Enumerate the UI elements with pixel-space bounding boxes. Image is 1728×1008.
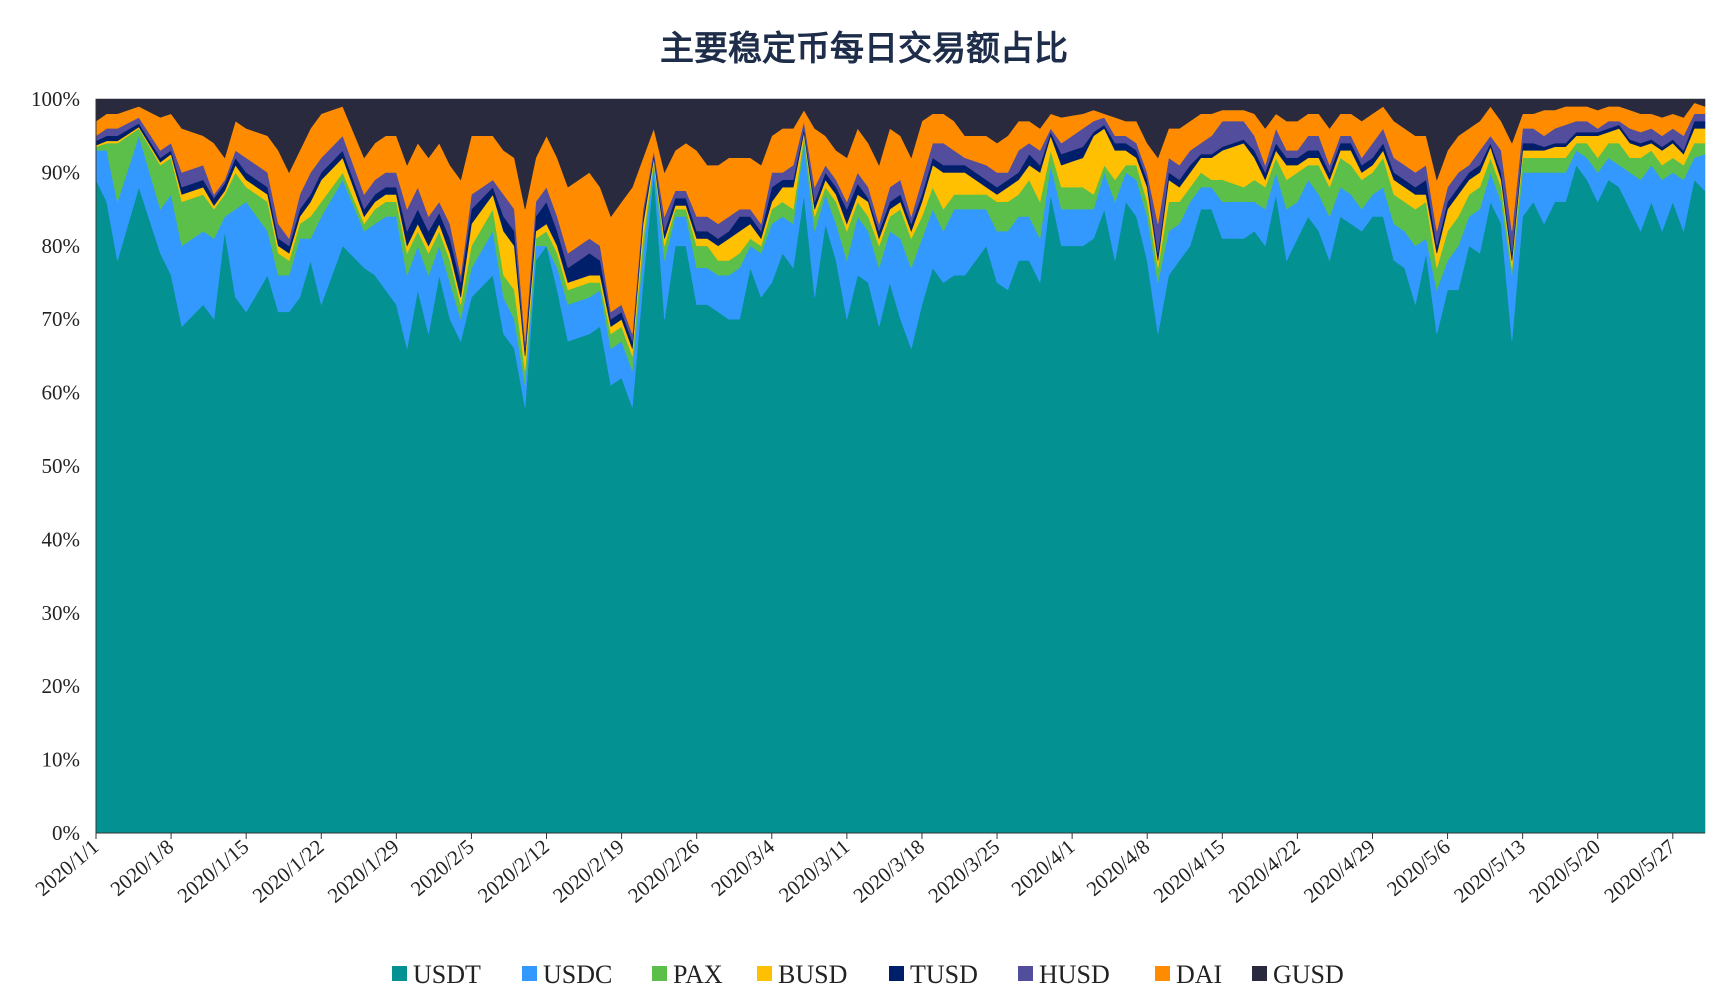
x-tick-label: 2020/1/22 (248, 834, 329, 907)
legend-swatch (1252, 966, 1267, 981)
legend-swatch (392, 966, 407, 981)
y-tick-label: 50% (42, 454, 81, 478)
legend-item-busd: BUSD (757, 960, 847, 989)
x-tick-label: 2020/5/13 (1449, 834, 1530, 907)
x-tick-label: 2020/1/15 (173, 834, 254, 907)
x-tick-label: 2020/4/15 (1149, 834, 1230, 907)
y-tick-label: 70% (42, 307, 81, 331)
legend-swatch (652, 966, 667, 981)
legend-item-usdt: USDT (392, 960, 481, 989)
legend-swatch (1155, 966, 1170, 981)
chart-title: 主要稳定币每日交易额占比 (660, 29, 1068, 69)
legend-label: BUSD (778, 960, 847, 989)
x-tick-label: 2020/5/20 (1524, 834, 1605, 907)
legend-label: USDT (413, 960, 481, 989)
legend-item-tusd: TUSD (889, 960, 978, 989)
x-tick-label: 2020/3/11 (774, 834, 854, 907)
y-tick-label: 60% (42, 381, 81, 405)
legend-swatch (1018, 966, 1033, 981)
legend-label: GUSD (1273, 960, 1344, 989)
legend-label: DAI (1176, 960, 1222, 989)
x-tick-label: 2020/2/19 (548, 834, 629, 907)
legend-label: HUSD (1039, 960, 1110, 989)
area-series-gusd (95, 98, 1706, 218)
x-tick-label: 2020/3/4 (706, 834, 779, 901)
y-tick-label: 20% (42, 674, 81, 698)
legend-label: PAX (673, 960, 723, 989)
legend-label: USDC (543, 960, 612, 989)
x-tick-label: 2020/2/12 (473, 834, 554, 907)
area-series-group (95, 98, 1706, 834)
x-tick-label: 2020/2/5 (406, 834, 479, 900)
x-tick-label: 2020/4/1 (1007, 834, 1080, 900)
x-tick-label: 2020/3/25 (924, 834, 1005, 907)
x-tick-label: 2020/3/18 (848, 834, 929, 907)
x-tick-label: 2020/5/27 (1599, 834, 1680, 907)
legend-label: TUSD (910, 960, 978, 989)
y-tick-label: 100% (31, 87, 80, 111)
legend-item-dai: DAI (1155, 960, 1222, 989)
x-tick-label: 2020/1/29 (323, 834, 404, 907)
legend-swatch (757, 966, 772, 981)
x-tick-label: 2020/4/22 (1224, 834, 1305, 907)
y-tick-label: 10% (42, 748, 81, 772)
y-tick-label: 40% (42, 527, 81, 551)
y-tick-label: 90% (42, 160, 81, 184)
legend-swatch (889, 966, 904, 981)
y-tick-label: 0% (52, 821, 80, 845)
legend-item-gusd: GUSD (1252, 960, 1344, 989)
x-tick-label: 2020/4/8 (1082, 834, 1155, 900)
x-tick-label: 2020/2/26 (623, 834, 704, 907)
legend-item-usdc: USDC (522, 960, 612, 989)
legend-swatch (522, 966, 537, 981)
y-tick-label: 80% (42, 234, 81, 258)
y-tick-label: 30% (42, 601, 81, 625)
legend-item-husd: HUSD (1018, 960, 1110, 989)
legend-item-pax: PAX (652, 960, 723, 989)
legend: USDT USDC PAX BUSD TUSD HUSD DAI GUSD (392, 960, 1344, 989)
x-tick-label: 2020/5/6 (1382, 834, 1455, 900)
x-tick-label: 2020/1/8 (106, 834, 179, 900)
x-tick-label: 2020/4/29 (1299, 834, 1380, 907)
